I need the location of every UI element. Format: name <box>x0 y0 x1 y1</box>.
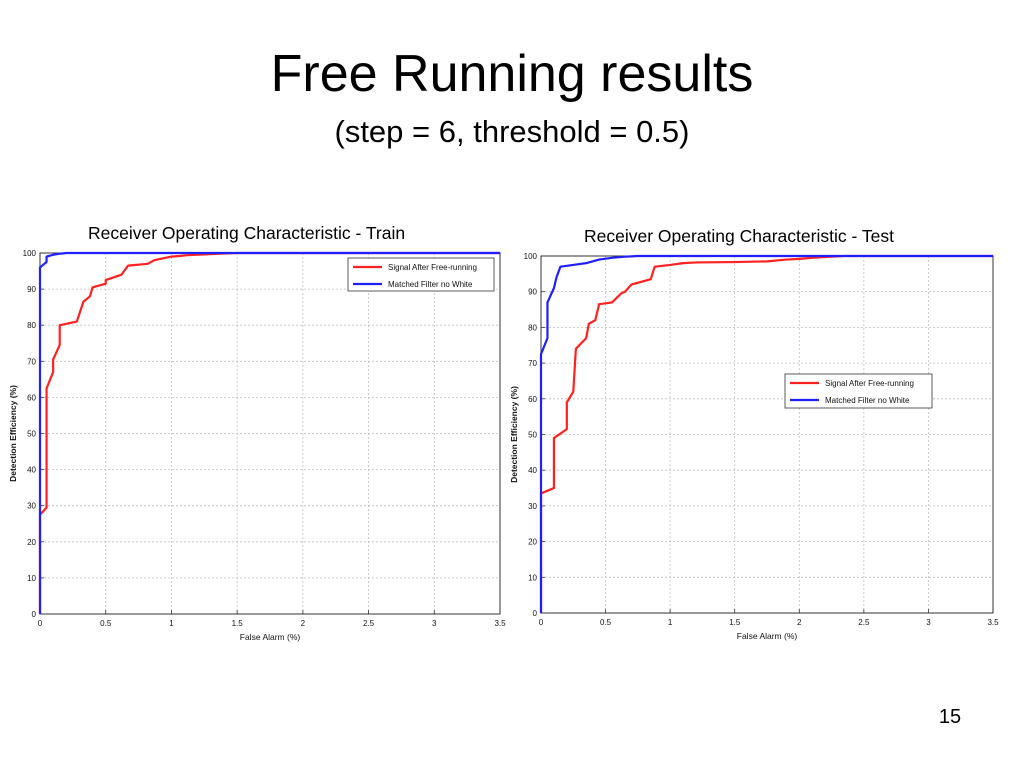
chart-1-ytick-label-3: 30 <box>528 502 537 511</box>
chart-1-series-1-line <box>539 254 993 613</box>
chart-1-ytick-label-6: 60 <box>528 395 537 404</box>
chart-0-ytick-label-0: 0 <box>32 610 37 619</box>
chart-1-ytick-label-4: 40 <box>528 466 537 475</box>
chart-0-xtick-label-7: 3.5 <box>494 619 506 628</box>
chart-0-xtick-label-2: 1 <box>169 619 174 628</box>
chart-1-legend-label-1: Matched Filter no White <box>825 396 910 405</box>
chart-0-ytick-label-10: 100 <box>23 249 37 258</box>
chart-0-ytick-label-2: 20 <box>27 538 36 547</box>
chart-1-ytick-label-5: 50 <box>528 431 537 440</box>
chart-0-ytick-label-4: 40 <box>27 466 36 475</box>
chart-1-xtick-label-6: 3 <box>926 618 931 627</box>
chart-0-ytick-label-9: 90 <box>27 285 36 294</box>
chart-0-xtick-label-5: 2.5 <box>363 619 375 628</box>
chart-0-ytick-label-7: 70 <box>27 357 36 366</box>
chart-0-legend-label-0: Signal After Free-running <box>388 263 477 272</box>
chart-0-ytick-label-6: 60 <box>27 393 36 402</box>
slide-title: Free Running results <box>270 45 754 103</box>
chart-1-ytick-label-10: 100 <box>524 252 538 261</box>
chart-1-ytick-label-2: 20 <box>528 538 537 547</box>
chart-0-legend-label-1: Matched Filter no White <box>388 280 473 289</box>
train-chart-title: Receiver Operating Characteristic - Trai… <box>88 223 406 243</box>
chart-0-ytick-label-3: 30 <box>27 502 36 511</box>
chart-0-xtick-label-1: 0.5 <box>100 619 112 628</box>
chart-1-ytick-label-8: 80 <box>528 323 537 332</box>
chart-1-xtick-label-0: 0 <box>539 618 544 627</box>
chart-1-xtick-label-3: 1.5 <box>729 618 741 627</box>
chart-0-xtick-label-3: 1.5 <box>232 619 244 628</box>
chart-1-legend-label-0: Signal After Free-running <box>825 379 914 388</box>
chart-0-series-0-line <box>38 251 500 614</box>
chart-0-ytick-label-8: 80 <box>27 321 36 330</box>
chart-0-xtick-label-0: 0 <box>38 619 43 628</box>
chart-0-xtick-label-4: 2 <box>301 619 306 628</box>
page-number: 15 <box>938 706 962 728</box>
chart-1-ytick-label-7: 70 <box>528 359 537 368</box>
chart-1-xtick-label-7: 3.5 <box>987 618 999 627</box>
chart-1-xlabel: False Alarm (%) <box>737 631 798 641</box>
chart-1-ytick-label-9: 90 <box>528 288 537 297</box>
chart-1-xtick-label-1: 0.5 <box>600 618 612 627</box>
chart-0-series-1-line <box>38 251 500 614</box>
test-chart-title: Receiver Operating Characteristic - Test <box>584 226 894 246</box>
chart-0-xlabel: False Alarm (%) <box>240 632 301 642</box>
chart-0-xtick-label-6: 3 <box>432 619 437 628</box>
chart-0-legend <box>347 257 495 292</box>
chart-1-xtick-label-4: 2 <box>797 618 802 627</box>
chart-1-legend <box>784 373 933 409</box>
chart-1-xtick-label-5: 2.5 <box>858 618 870 627</box>
chart-1-ylabel: Detection Efficiency (%) <box>509 386 519 483</box>
chart-0-ylabel: Detection Efficiency (%) <box>8 385 18 482</box>
chart-1-xtick-label-2: 1 <box>668 618 673 627</box>
slide-subtitle: (step = 6, threshold = 0.5) <box>334 114 690 149</box>
chart-1-series-0-line <box>539 254 993 613</box>
chart-1-ytick-label-1: 10 <box>528 573 537 582</box>
chart-0-ytick-label-5: 50 <box>27 430 36 439</box>
chart-1-ytick-label-0: 0 <box>533 609 538 618</box>
chart-0-ytick-label-1: 10 <box>27 574 36 583</box>
